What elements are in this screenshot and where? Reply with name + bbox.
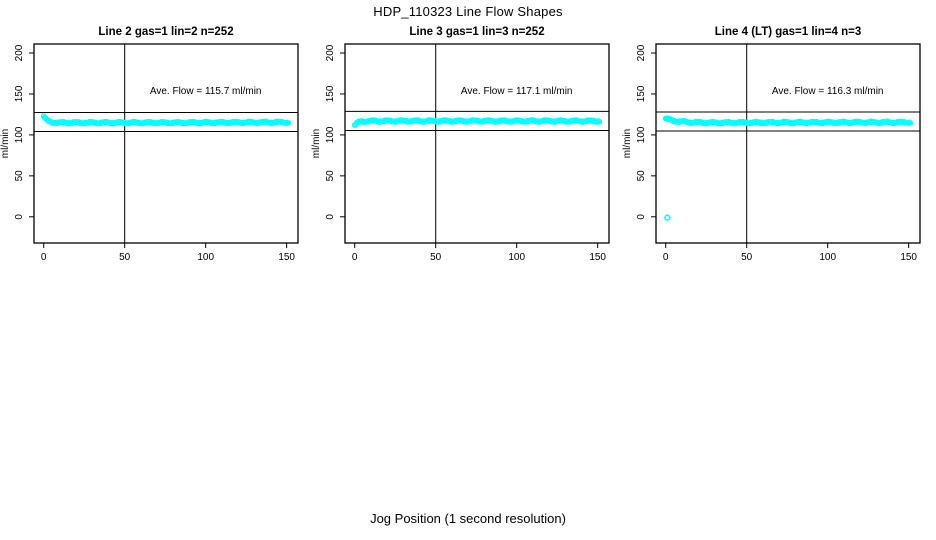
ave-flow-annotation: Ave. Flow = 115.7 ml/min [150,86,262,97]
x-axis-tick-label: 50 [119,252,131,263]
x-axis-tick-label: 50 [430,252,442,263]
x-axis-tick-label: 150 [278,252,295,263]
y-axis-tick-label: 200 [636,44,647,61]
plot-box [655,43,921,244]
y-axis-tick-label: 200 [325,44,336,61]
y-axis-tick-label: 100 [14,126,25,143]
x-axis-tick-label: 150 [589,252,606,263]
y-axis-tick-label: 0 [325,214,336,220]
data-point [285,120,292,126]
y-axis-tick-label: 50 [14,170,25,182]
panel-title: Line 3 gas=1 lin=3 n=252 [409,26,544,38]
x-axis-tick-label: 0 [663,252,669,263]
x-axis-tick-label: 100 [197,252,214,263]
y-axis-tick-label: 100 [325,126,336,143]
panel-line-2: Line 2 gas=1 lin=2 n=252 0 50 100 150 0 50 100 1… [0,26,299,263]
x-axis-tick-label: 100 [508,252,525,263]
panel-title: Line 2 gas=1 lin=2 n=252 [98,26,233,38]
y-axis-tick-label: 150 [325,85,336,102]
ave-flow-annotation: Ave. Flow = 116.3 ml/min [772,86,884,97]
plot-box [344,43,610,244]
y-axis-tick-label: 0 [636,214,647,220]
x-axis-tick-label: 0 [352,252,358,263]
panel-title: Line 4 (LT) gas=1 lin=4 n=3 [715,26,861,38]
panel-line-4: Line 4 (LT) gas=1 lin=4 n=3 0 50 100 150 0 50 1… [622,26,921,263]
y-axis-tick-label: 150 [14,85,25,102]
figure-title: HDP_110323 Line Flow Shapes [373,4,563,19]
y-axis-tick-label: 50 [636,170,647,182]
data-point [907,120,914,126]
outlier-point [664,214,671,221]
data-point [596,118,603,125]
x-axis-tick-label: 50 [741,252,753,263]
x-axis-tick-label: 150 [900,252,917,263]
y-axis-tick-label: 100 [636,126,647,143]
plot-box [33,43,299,244]
figure-xlabel: Jog Position (1 second resolution) [370,511,566,526]
ave-flow-annotation: Ave. Flow = 117.1 ml/min [461,86,573,97]
y-axis-label: ml/min [311,129,322,158]
y-axis-label: ml/min [622,129,633,158]
y-axis-tick-label: 150 [636,85,647,102]
panel-line-3: Line 3 gas=1 lin=3 n=252 0 50 100 150 0 50 100 1… [311,26,610,263]
y-axis-tick-label: 50 [325,170,336,182]
y-axis-label: ml/min [0,129,11,158]
y-axis-tick-label: 200 [14,44,25,61]
y-axis-tick-label: 0 [14,214,25,220]
x-axis-tick-label: 100 [819,252,836,263]
x-axis-tick-label: 0 [41,252,47,263]
